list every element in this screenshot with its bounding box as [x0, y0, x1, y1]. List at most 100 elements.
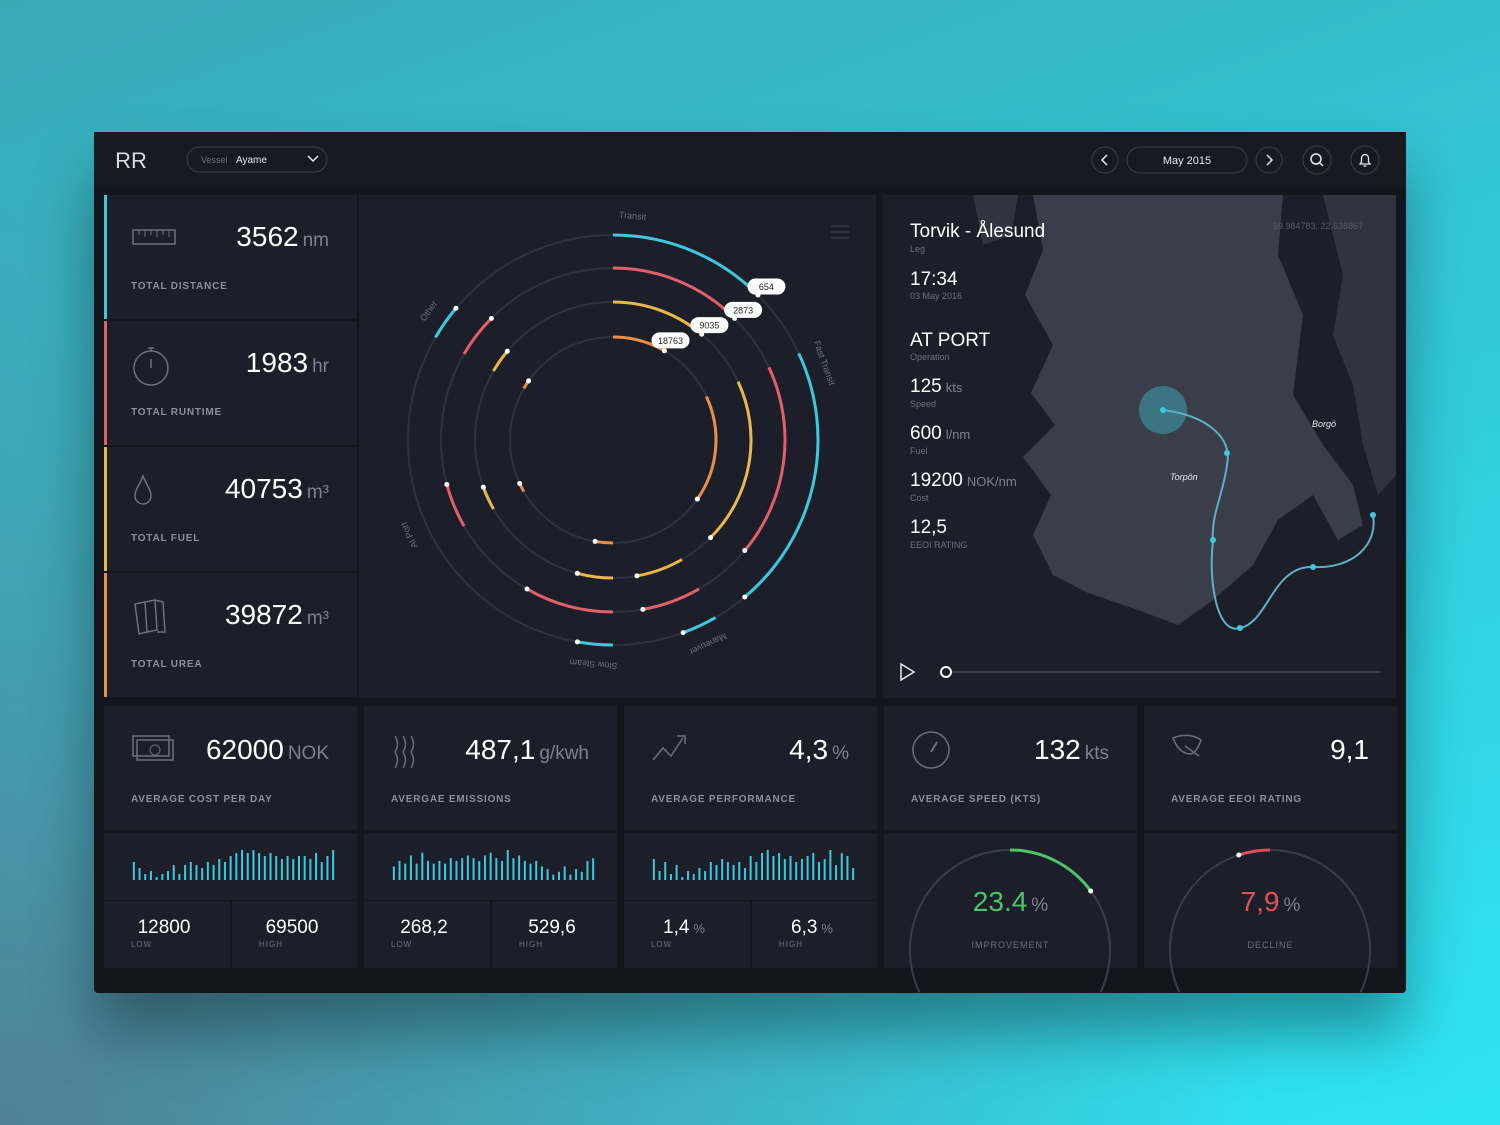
spark-bar: [778, 853, 781, 880]
spark-bar: [263, 856, 266, 880]
icon-shape: [912, 731, 950, 769]
search-button[interactable]: [1302, 145, 1332, 175]
kpi-card: [104, 706, 357, 830]
value: 4,3: [789, 734, 829, 765]
low-label: LOW: [651, 940, 673, 949]
value-text: 9,1: [1164, 736, 1369, 764]
route-dot: [1237, 625, 1243, 631]
notifications-button[interactable]: [1350, 145, 1380, 175]
play-button[interactable]: [900, 662, 916, 682]
gauge-label: IMPROVEMENT: [971, 940, 1050, 950]
vessel-dropdown[interactable]: [186, 146, 328, 173]
spark-bar: [218, 859, 221, 880]
next-icon: [1266, 154, 1274, 166]
icon: [1172, 734, 1202, 757]
spark-bar: [535, 860, 538, 880]
total-label: TOTAL FUEL: [131, 533, 201, 544]
header-bar: [94, 132, 1406, 187]
value-text: 12,5: [910, 518, 1110, 537]
spark-bar: [817, 862, 820, 880]
ring-arc: [492, 350, 509, 372]
value-text: 7,9%: [1144, 888, 1397, 916]
value: 125: [910, 376, 942, 397]
kpi-label: AVERAGE EEOI RATING: [1171, 794, 1302, 805]
total-label: TOTAL RUNTIME: [131, 407, 222, 418]
spark-bar: [432, 863, 435, 880]
unit: %: [821, 921, 833, 936]
spark-bar: [138, 868, 141, 880]
kpi-card: [1144, 706, 1397, 830]
gauge: [909, 848, 1111, 993]
ring-arc: [481, 486, 495, 510]
time: 17:34: [910, 269, 958, 290]
spark-bar: [755, 862, 758, 880]
route-dot: [1370, 512, 1376, 518]
value-text: 69500: [232, 918, 352, 937]
spark-bar: [664, 862, 667, 880]
spark-bar: [223, 862, 226, 880]
spark-bar: [675, 865, 678, 880]
prev-button[interactable]: [1091, 146, 1119, 174]
spark-bar: [569, 874, 572, 880]
spark-bar: [575, 869, 578, 880]
spark-bar: [246, 853, 249, 880]
value: 268,2: [400, 917, 448, 938]
spark-bar: [709, 862, 712, 880]
ring-arc: [434, 307, 458, 339]
value-bubble: [724, 301, 763, 318]
arc-end-dot: [524, 586, 530, 592]
gauge-arc: [1238, 848, 1271, 857]
value: 132: [1034, 734, 1081, 765]
sparkline: [652, 850, 855, 880]
icon-shape: [652, 735, 686, 761]
spark-bar: [149, 871, 152, 880]
spark-bar: [812, 853, 815, 880]
value: 7,9: [1240, 886, 1280, 917]
spark-bar: [235, 853, 238, 880]
spark-bar: [201, 868, 204, 880]
map: [900, 195, 1396, 682]
kpi-detail: [1144, 833, 1397, 968]
spark-bar: [687, 871, 690, 880]
value: 40753: [224, 473, 303, 504]
spark-bar: [167, 871, 170, 880]
value-bubble: [747, 278, 786, 295]
low-label: LOW: [131, 940, 153, 949]
gauge-dot: [1088, 888, 1094, 894]
unit: m³: [306, 482, 329, 503]
value-text: 268,2: [364, 918, 484, 937]
spark-bar: [455, 860, 458, 880]
land: [1323, 195, 1396, 495]
value-bubble: [690, 317, 729, 334]
sparkline: [132, 850, 335, 880]
arc-end-dot: [634, 573, 640, 579]
vessel-name: Ayame: [236, 155, 267, 166]
timeline-knob[interactable]: [940, 666, 952, 678]
spark-bar: [438, 860, 441, 880]
spark-bar: [421, 852, 424, 880]
unit: kts: [945, 380, 963, 395]
ring-track: [509, 336, 717, 544]
next-button[interactable]: [1255, 146, 1283, 174]
spark-bar: [795, 862, 798, 880]
icon: [912, 731, 950, 769]
land: [1023, 195, 1363, 625]
operation: AT PORT: [910, 330, 991, 351]
value: 3562: [236, 221, 299, 252]
arc-end-dot: [574, 639, 580, 645]
spark-bar: [512, 858, 515, 880]
date-pill[interactable]: [1126, 146, 1248, 174]
bell-icon: [1358, 153, 1372, 167]
leg-title: Torvik - Ålesund: [910, 221, 1046, 242]
total-card: [104, 573, 357, 697]
value: 12,5: [910, 517, 947, 538]
spark-bar: [721, 859, 724, 880]
arc-end-dot: [708, 535, 714, 541]
spark-bar: [823, 859, 826, 880]
spark-bar: [280, 859, 283, 880]
spark-bar: [557, 871, 560, 880]
spark-bar: [392, 866, 395, 880]
kpi-label: AVERAGE SPEED (KTS): [911, 794, 1042, 805]
icon: [394, 735, 415, 769]
unit: %: [1283, 895, 1301, 916]
